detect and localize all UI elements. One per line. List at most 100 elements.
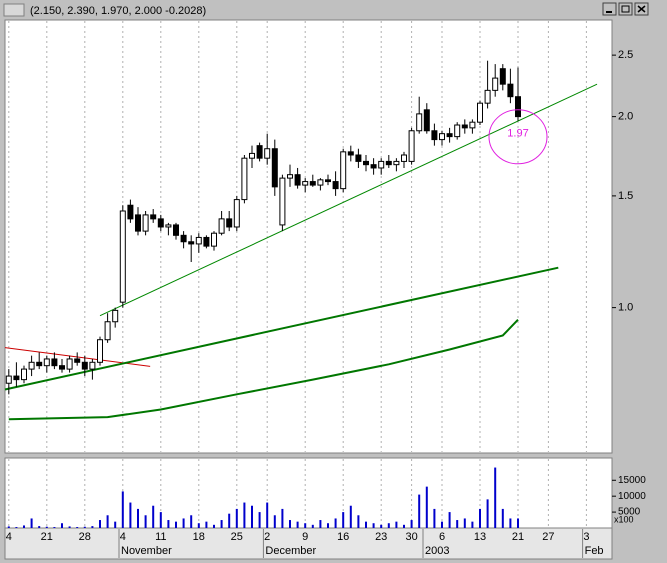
candle-body — [492, 77, 499, 91]
volume-bar — [372, 523, 375, 528]
volume-bar — [494, 467, 497, 528]
volume-bar — [197, 523, 200, 528]
candle-body — [173, 224, 179, 236]
window-buttons[interactable] — [602, 2, 649, 16]
volume-bar — [251, 505, 253, 528]
volume-bar — [129, 502, 132, 528]
volume-bar — [258, 512, 261, 528]
candle-body — [317, 179, 324, 186]
volume-bar — [68, 526, 71, 528]
candle-body — [195, 236, 202, 245]
candle-body — [150, 214, 157, 220]
volume-bar — [106, 515, 109, 528]
maximize-icon — [621, 5, 630, 13]
volume-bar — [144, 515, 147, 528]
volume-bar — [45, 526, 48, 528]
trend-line — [99, 83, 598, 317]
candle-body — [431, 130, 438, 141]
month-label: 2003 — [425, 545, 449, 557]
candle-body — [294, 174, 301, 186]
candle-body — [416, 113, 423, 132]
candle-body — [233, 199, 240, 228]
candle-body — [51, 358, 58, 367]
date-strip — [4, 527, 613, 560]
volume-bar — [433, 508, 436, 528]
x-tick-label: 30 — [405, 531, 417, 543]
candle-body — [454, 124, 461, 138]
candle-body — [340, 151, 347, 190]
volume-bar — [137, 508, 139, 528]
candle-body — [401, 154, 407, 162]
candle-body — [28, 361, 35, 370]
candle-body — [408, 130, 415, 162]
candle-body — [89, 361, 96, 370]
volume-bar — [289, 520, 291, 528]
volume-bar — [114, 521, 117, 528]
candle-body — [135, 214, 141, 232]
candle-body — [477, 102, 483, 123]
candle-body — [249, 152, 255, 159]
candle-body — [218, 218, 225, 234]
candle-body — [97, 339, 103, 363]
volume-panel — [4, 457, 613, 529]
x-tick-label: 16 — [337, 531, 349, 543]
candle-body — [325, 179, 331, 183]
x-tick-label: 13 — [474, 531, 486, 543]
volume-bar — [380, 524, 383, 528]
volume-bar — [403, 524, 405, 528]
candle-body — [127, 204, 134, 220]
candle-body — [302, 181, 309, 186]
candle-body — [165, 224, 172, 228]
candle-body — [36, 361, 43, 367]
x-tick-label: 4 — [6, 531, 12, 543]
volume-bar — [83, 526, 86, 528]
chart-layer: 4 21 28 4 11 18 25 2 9 16 23 30 6 13 21 27 3 November Dece… — [4, 21, 646, 558]
candle-body — [188, 241, 195, 245]
candle-body — [423, 109, 430, 132]
candle-body — [180, 234, 187, 243]
candle-body — [43, 358, 50, 367]
candle-body — [370, 164, 377, 169]
window-title: (2.150, 2.390, 1.970, 2.000 -0.2028) — [30, 5, 206, 17]
candle-body — [499, 68, 506, 85]
candle-body — [104, 321, 111, 341]
volume-bar — [91, 526, 94, 528]
volume-bar — [517, 518, 519, 528]
candle-body — [515, 96, 521, 118]
volume-bar — [121, 491, 124, 528]
y-tick-label: 1.5 — [618, 190, 633, 202]
volume-bar — [182, 518, 185, 528]
x-tick-label: 3 — [583, 531, 589, 543]
volume-bar — [410, 520, 413, 528]
candle-body — [256, 145, 263, 159]
candle-body — [13, 375, 20, 381]
candle-body — [309, 181, 316, 186]
candle-body — [211, 232, 217, 247]
volume-bar — [7, 526, 10, 528]
x-tick-label: 21 — [41, 531, 53, 543]
volume-bar — [281, 508, 284, 528]
volume-bar — [220, 520, 223, 528]
volume-unit: x100 — [614, 514, 634, 524]
volume-bar — [395, 521, 398, 528]
candle-body — [5, 375, 12, 384]
x-tick-label: 9 — [302, 531, 308, 543]
volume-bar — [441, 521, 443, 528]
candle-body — [226, 218, 233, 228]
y-tick-label: 5000 — [618, 507, 641, 518]
candle-body — [112, 309, 119, 323]
y-tick-label: 2.0 — [618, 111, 633, 123]
candle-body — [393, 160, 400, 166]
x-tick-label: 18 — [193, 531, 205, 543]
candle-body — [439, 133, 445, 141]
maximize-button[interactable] — [618, 2, 633, 16]
volume-bar — [357, 515, 360, 528]
volume-bar — [486, 499, 489, 528]
volume-bar — [448, 512, 451, 528]
minimize-button[interactable] — [602, 2, 617, 16]
volume-bar — [418, 494, 421, 528]
x-tick-label: 27 — [542, 531, 554, 543]
volume-bar — [190, 515, 193, 528]
candle-body — [66, 358, 73, 370]
